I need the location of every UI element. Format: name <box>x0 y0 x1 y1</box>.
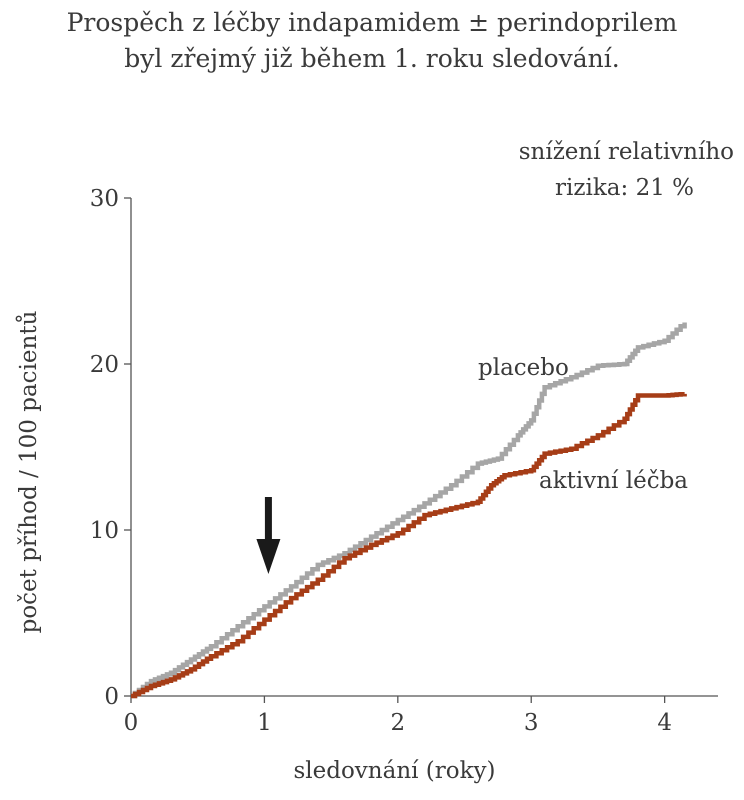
x-tick-label: 1 <box>257 710 272 736</box>
arrow-head <box>256 539 281 574</box>
annotation-line2: rizika: 21 % <box>555 175 694 201</box>
y-axis-label: počet příhod / 100 pacientů <box>15 311 42 634</box>
arrow-shaft <box>264 497 272 543</box>
x-axis-label: sledovnání (roky) <box>293 758 495 784</box>
series-layer <box>131 322 687 699</box>
y-tick-label: 0 <box>104 684 119 710</box>
chart-title-line2: byl zřejmý již během 1. roku sledování. <box>124 44 620 73</box>
series-line-active <box>131 391 687 699</box>
series-label-active: aktivní léčba <box>539 468 688 494</box>
axes: 0 10 20 30 0 1 2 3 4 <box>90 186 718 736</box>
x-tick-label: 4 <box>657 710 672 736</box>
y-tick-label: 20 <box>90 352 119 378</box>
series-line-placebo <box>131 322 687 699</box>
x-tick-label: 2 <box>390 710 405 736</box>
annotation-line1: snížení relativního <box>519 139 734 165</box>
series-label-placebo: placebo <box>478 355 569 381</box>
y-tick-label: 10 <box>90 518 119 544</box>
x-tick-label: 3 <box>524 710 539 736</box>
labels: sledovnání (roky) počet příhod / 100 paci… <box>15 139 734 784</box>
y-tick-label: 30 <box>90 186 119 212</box>
chart-title-line1: Prospěch z léčby indapamidem ± perindopr… <box>66 8 678 37</box>
x-tick-label: 0 <box>124 710 139 736</box>
